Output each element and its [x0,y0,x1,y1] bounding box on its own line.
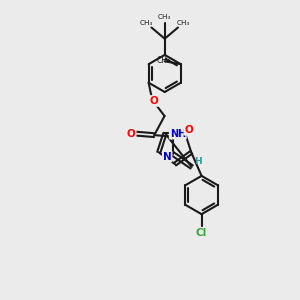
Text: O: O [184,125,193,135]
Text: CH₃: CH₃ [176,20,190,26]
Text: O: O [150,96,158,106]
Text: CH₃: CH₃ [140,20,153,26]
Text: CH₃: CH₃ [158,14,171,20]
Text: Cl: Cl [196,228,207,238]
Text: H: H [194,157,202,166]
Text: N: N [163,152,172,162]
Text: NH: NH [170,129,186,139]
Text: CH₃: CH₃ [156,56,170,65]
Text: O: O [127,129,136,139]
